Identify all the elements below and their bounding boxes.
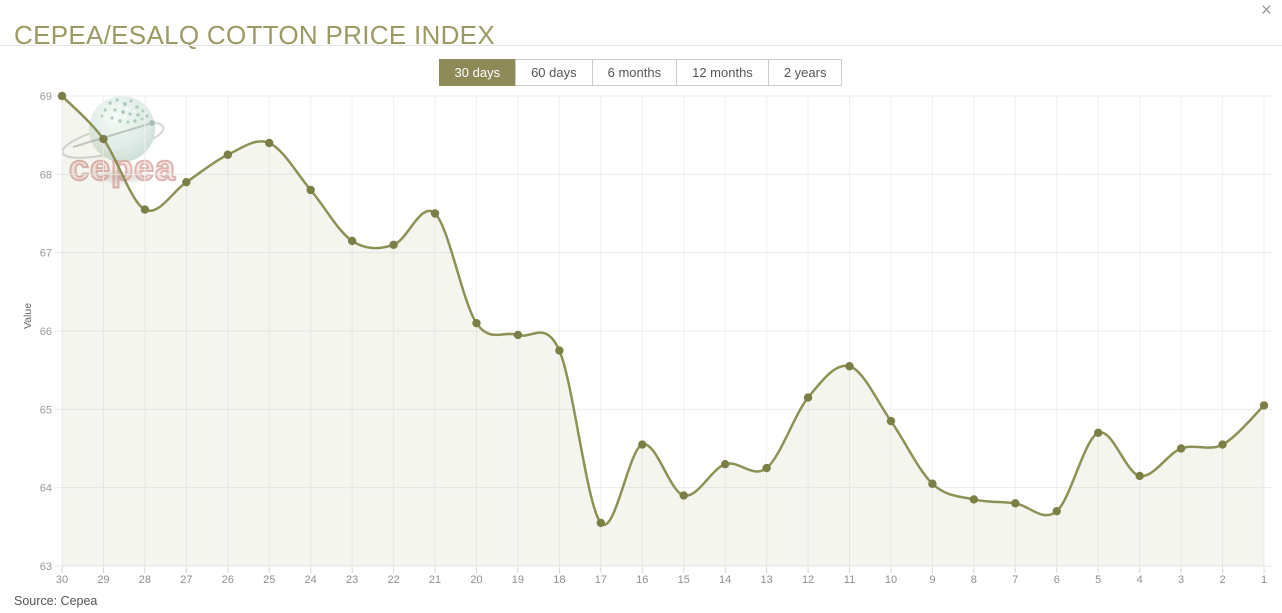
cepea-watermark-text: cepea	[68, 147, 177, 188]
x-axis-tick-label: 9	[929, 574, 935, 586]
data-point[interactable]	[1176, 444, 1186, 453]
data-point[interactable]	[99, 134, 108, 144]
range-button-60-days[interactable]: 60 days	[515, 59, 593, 86]
x-axis-tick-label: 23	[346, 574, 358, 586]
data-point[interactable]	[1135, 471, 1144, 481]
range-button-6-months[interactable]: 6 months	[591, 59, 678, 86]
x-axis-tick-label: 13	[760, 574, 772, 586]
data-point[interactable]	[886, 416, 896, 426]
data-point[interactable]	[472, 318, 481, 328]
x-axis-tick-label: 18	[553, 574, 565, 586]
data-point[interactable]	[1094, 428, 1103, 438]
close-icon[interactable]: ×	[1257, 0, 1276, 24]
x-axis-tick-label: 11	[844, 574, 855, 586]
data-point[interactable]	[596, 518, 606, 528]
x-axis-tick-label: 29	[97, 574, 109, 586]
range-button-12-months[interactable]: 12 months	[676, 59, 769, 86]
cepea-watermark-logo: cepea	[55, 88, 195, 203]
x-axis-tick-label: 5	[1095, 574, 1101, 586]
x-axis-tick-label: 22	[387, 574, 399, 586]
data-point[interactable]	[140, 205, 150, 214]
x-axis-tick-label: 17	[595, 574, 607, 586]
data-point[interactable]	[1052, 506, 1061, 516]
data-point[interactable]	[306, 185, 315, 195]
x-axis-tick-label: 19	[512, 574, 524, 586]
data-point[interactable]	[638, 440, 647, 449]
x-axis-tick-label: 7	[1012, 574, 1018, 586]
data-point[interactable]	[928, 479, 937, 488]
x-axis-tick-label: 14	[719, 574, 731, 586]
data-point[interactable]	[555, 346, 564, 355]
x-axis-tick-label: 24	[305, 574, 317, 586]
x-axis-tick-label: 20	[470, 574, 482, 586]
data-point[interactable]	[265, 138, 274, 148]
data-point[interactable]	[969, 495, 979, 504]
data-point[interactable]	[182, 177, 191, 187]
y-axis-title: Value	[22, 302, 34, 330]
x-axis-tick-label: 10	[885, 574, 897, 586]
x-axis-tick-label: 25	[263, 574, 275, 586]
page-title: CEPEA/ESALQ COTTON PRICE INDEX	[14, 20, 495, 51]
x-axis-tick-label: 12	[802, 574, 814, 586]
data-point[interactable]	[389, 240, 398, 250]
x-axis-tick-label: 30	[56, 574, 68, 586]
x-axis-tick-label: 26	[222, 574, 234, 586]
data-point[interactable]	[720, 459, 730, 469]
x-axis-tick-label: 3	[1178, 574, 1184, 586]
data-point[interactable]	[347, 236, 357, 246]
y-axis-tick-label: 69	[40, 91, 52, 103]
y-axis-tick-label: 68	[40, 169, 52, 181]
data-point[interactable]	[803, 393, 813, 402]
data-point[interactable]	[1011, 499, 1020, 508]
x-axis-tick-label: 2	[1219, 574, 1225, 586]
x-axis-tick-label: 1	[1261, 574, 1267, 586]
range-button-2-years[interactable]: 2 years	[767, 59, 843, 86]
price-line	[60, 94, 1266, 527]
y-axis-tick-label: 66	[40, 326, 52, 338]
data-point[interactable]	[1218, 440, 1227, 449]
data-point[interactable]	[762, 463, 771, 473]
y-axis-tick-label: 64	[40, 483, 52, 495]
data-point[interactable]	[57, 91, 67, 101]
range-button-30-days[interactable]: 30 days	[438, 59, 517, 86]
data-point[interactable]	[845, 362, 854, 371]
source-note: Source: Cepea	[14, 594, 98, 608]
x-axis-tick-label: 28	[139, 574, 151, 586]
x-axis-tick-label: 8	[971, 574, 977, 586]
x-axis-tick-label: 6	[1054, 574, 1060, 586]
header-divider	[0, 45, 1282, 46]
x-axis-tick-label: 21	[429, 574, 441, 586]
x-axis-tick-label: 27	[180, 574, 192, 586]
data-point[interactable]	[1259, 401, 1269, 410]
data-point[interactable]	[223, 150, 232, 159]
range-selector: 30 days 60 days 6 months 12 months 2 years	[0, 59, 1282, 86]
x-axis-tick-label: 16	[636, 574, 648, 586]
y-axis-tick-label: 65	[40, 404, 52, 416]
y-axis-tick-label: 63	[40, 561, 52, 573]
x-axis-tick-label: 15	[678, 574, 690, 586]
y-axis-tick-label: 67	[40, 248, 52, 260]
x-axis-tick-label: 4	[1137, 574, 1143, 586]
data-point[interactable]	[430, 209, 440, 218]
data-point[interactable]	[679, 491, 688, 500]
area-fill	[62, 96, 1264, 566]
data-point[interactable]	[513, 330, 523, 340]
